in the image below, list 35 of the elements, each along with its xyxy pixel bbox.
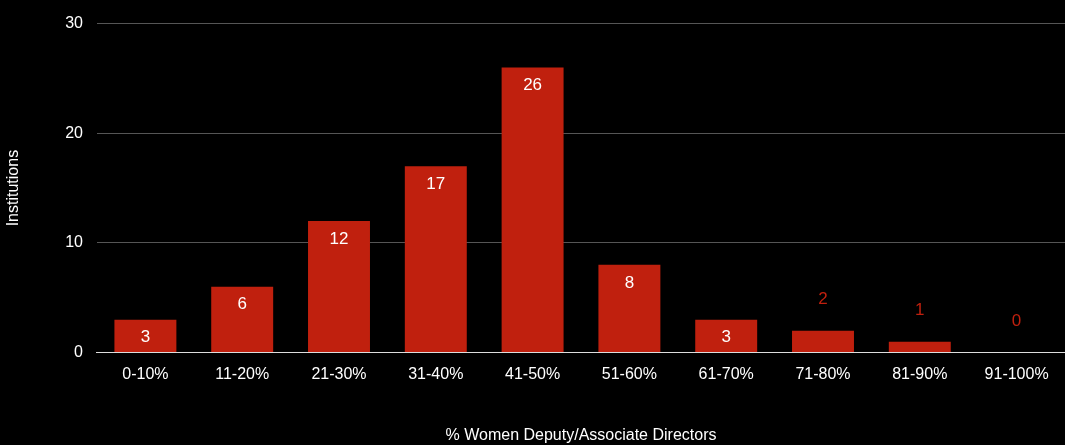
data-label: 2 xyxy=(818,289,828,309)
data-label: 1 xyxy=(915,300,925,320)
x-tick-label: 31-40% xyxy=(408,364,464,382)
data-label: 8 xyxy=(624,272,635,292)
bar xyxy=(308,221,370,353)
y-axis-title: Institutions xyxy=(4,149,22,227)
data-label: 0 xyxy=(1011,311,1022,331)
data-label: 3 xyxy=(140,327,151,347)
x-tick-label: 11-20% xyxy=(215,364,270,382)
bar xyxy=(404,166,467,353)
bar xyxy=(695,319,758,353)
data-label: 6 xyxy=(237,294,247,314)
y-tick-label: 10 xyxy=(65,233,84,251)
bar xyxy=(598,264,661,353)
bar xyxy=(888,341,951,353)
data-label: 17 xyxy=(426,173,446,193)
x-tick-label: 81-90% xyxy=(892,364,948,382)
x-tick-label: 0-10% xyxy=(122,364,169,382)
y-tick-label: 0 xyxy=(74,343,84,361)
bar xyxy=(114,319,177,353)
x-axis-title: % Women Deputy/Associate Directors xyxy=(445,425,717,443)
x-tick-label: 41-50% xyxy=(505,364,561,382)
x-tick-label: 51-60% xyxy=(601,364,657,382)
data-label: 26 xyxy=(523,75,543,95)
x-tick-label: 61-70% xyxy=(698,364,754,382)
data-label: 12 xyxy=(329,228,349,248)
data-label: 3 xyxy=(721,327,731,347)
y-tick-label: 30 xyxy=(65,14,84,32)
bar xyxy=(211,286,274,353)
x-tick-label: 21-30% xyxy=(311,364,367,382)
bar xyxy=(501,67,564,353)
x-tick-label: 71-80% xyxy=(795,364,851,382)
bar xyxy=(792,330,854,353)
x-tick-label: 91-100% xyxy=(984,364,1049,382)
y-tick-label: 20 xyxy=(65,123,84,141)
